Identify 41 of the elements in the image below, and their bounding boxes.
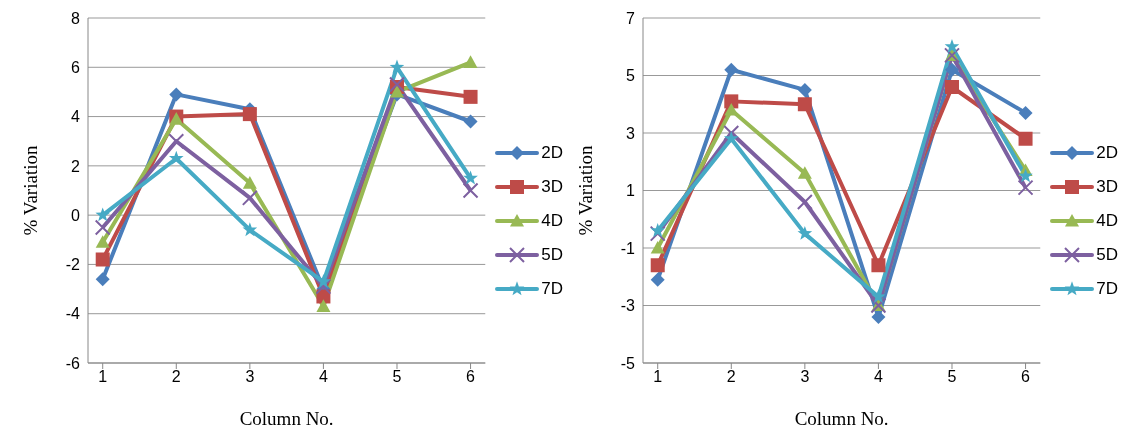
legend-label: 2D — [1096, 142, 1118, 163]
x-tick-label: 4 — [318, 368, 328, 386]
x-tick-label: 5 — [947, 368, 957, 386]
legend-label: 7D — [1096, 278, 1118, 299]
y-tick-label: 0 — [71, 206, 81, 224]
x-tick-label: 1 — [653, 368, 663, 386]
legend-label: 3D — [1096, 176, 1118, 197]
y-tick-label: -3 — [620, 297, 636, 315]
y-tick-label: -1 — [620, 239, 636, 257]
y-tick-label: -6 — [65, 354, 81, 372]
x-tick-label: 4 — [873, 368, 883, 386]
x-tick-label: 6 — [1021, 368, 1031, 386]
y-tick-label: 4 — [71, 108, 81, 126]
legend-label: 5D — [541, 244, 563, 265]
y-tick-label: 5 — [626, 67, 636, 85]
y-tick-label: 6 — [71, 58, 81, 76]
y-tick-label: 2 — [71, 157, 81, 175]
x-tick-label: 5 — [392, 368, 402, 386]
x-axis-title: Column No. — [239, 408, 334, 429]
legend-label: 5D — [1096, 244, 1118, 265]
legend-label: 4D — [541, 210, 563, 231]
y-tick-label: 1 — [626, 182, 636, 200]
legend-label: 2D — [541, 142, 563, 163]
x-tick-label: 2 — [171, 368, 181, 386]
x-tick-label: 6 — [466, 368, 476, 386]
x-tick-label: 3 — [800, 368, 810, 386]
y-tick-label: 8 — [71, 9, 81, 27]
legend-label: 3D — [541, 176, 563, 197]
legend-label: 4D — [1096, 210, 1118, 231]
x-tick-label: 3 — [245, 368, 255, 386]
y-tick-label: 7 — [626, 9, 636, 27]
x-axis-title: Column No. — [794, 408, 889, 429]
y-tick-label: -4 — [65, 305, 81, 323]
x-tick-label: 2 — [726, 368, 736, 386]
y-tick-label: 3 — [626, 124, 636, 142]
y-axis-title: % Variation — [574, 145, 596, 236]
x-tick-label: 1 — [98, 368, 108, 386]
legend-label: 7D — [541, 278, 563, 299]
y-tick-label: -5 — [620, 354, 636, 372]
y-tick-label: -2 — [65, 256, 81, 274]
y-axis-title: % Variation — [19, 145, 41, 236]
